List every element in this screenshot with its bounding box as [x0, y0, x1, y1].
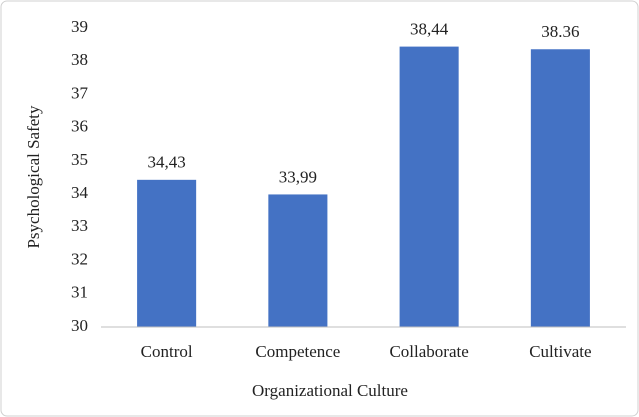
data-label: 38,44 — [410, 20, 449, 39]
data-label: 38.36 — [541, 22, 579, 41]
bar — [530, 49, 590, 328]
x-tick-label: Control — [141, 342, 193, 361]
y-tick-label: 35 — [71, 150, 88, 169]
x-tick-label: Cultivate — [529, 342, 591, 361]
bar — [268, 194, 328, 327]
data-label: 33,99 — [279, 167, 317, 186]
y-tick-label: 36 — [71, 117, 88, 136]
y-tick-label: 39 — [71, 17, 88, 36]
x-axis-label: Organizational Culture — [252, 381, 408, 400]
x-tick-label: Collaborate — [389, 342, 468, 361]
y-tick-label: 38 — [71, 50, 88, 69]
y-tick-label: 31 — [71, 283, 88, 302]
data-label: 34,43 — [148, 153, 186, 172]
y-tick-label: 30 — [71, 316, 88, 335]
bar — [399, 46, 459, 328]
y-tick-label: 32 — [71, 249, 88, 268]
y-axis-label: Psychological Safety — [24, 105, 43, 249]
y-tick-label: 37 — [71, 83, 89, 102]
y-tick-label: 33 — [71, 216, 88, 235]
x-tick-label: Competence — [255, 342, 340, 361]
bar — [137, 179, 197, 327]
y-tick-label: 34 — [71, 183, 89, 202]
